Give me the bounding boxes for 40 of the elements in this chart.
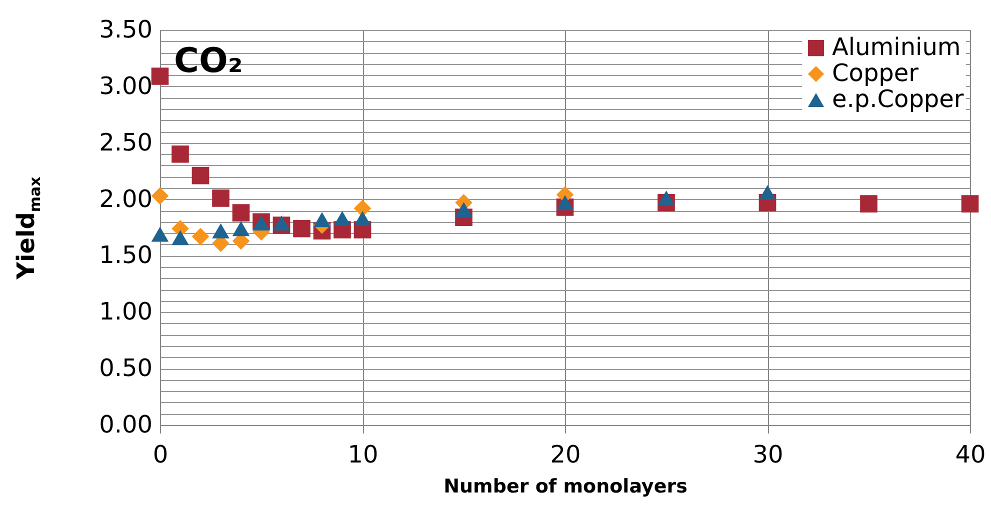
point (192, 228, 210, 246)
point (232, 221, 250, 236)
y-tick-label: 0.50 (99, 354, 152, 382)
point (658, 190, 675, 206)
point (354, 210, 372, 226)
point (293, 220, 310, 238)
y-tick-label: 1.50 (99, 241, 152, 270)
y-tick-label: 2.00 (99, 184, 152, 213)
annotation: CO₂ (174, 41, 243, 81)
x-tick-label: 0 (152, 440, 168, 468)
x-tick-label: 10 (348, 440, 378, 468)
point (192, 166, 210, 184)
x-tick-label: 30 (752, 440, 784, 468)
point (212, 223, 230, 238)
x-tick-label: 20 (550, 440, 581, 468)
point (272, 215, 290, 230)
point (172, 230, 189, 246)
point (455, 202, 472, 217)
legend-label: e.p.Copper (832, 85, 964, 113)
point (334, 210, 351, 226)
x-tick-label: 40 (955, 440, 986, 468)
point (860, 195, 878, 212)
point (961, 195, 979, 212)
y-tick-label: 2.50 (99, 128, 152, 156)
point (232, 204, 250, 222)
point (556, 195, 574, 210)
point (151, 187, 169, 205)
legend-label: Aluminium (832, 33, 961, 61)
y-tick-label: 3.00 (99, 72, 152, 100)
y-tick-label: 3.50 (99, 16, 152, 44)
y-tick-label: 0.00 (99, 410, 152, 438)
point (151, 68, 169, 85)
point (151, 226, 169, 242)
y-tick-label: 1.00 (99, 298, 152, 326)
point (212, 189, 230, 207)
point (313, 212, 331, 228)
legend-label: Copper (832, 59, 919, 87)
x-axis-title: Number of monolayers (444, 476, 688, 498)
point (172, 145, 189, 163)
point (758, 185, 776, 200)
